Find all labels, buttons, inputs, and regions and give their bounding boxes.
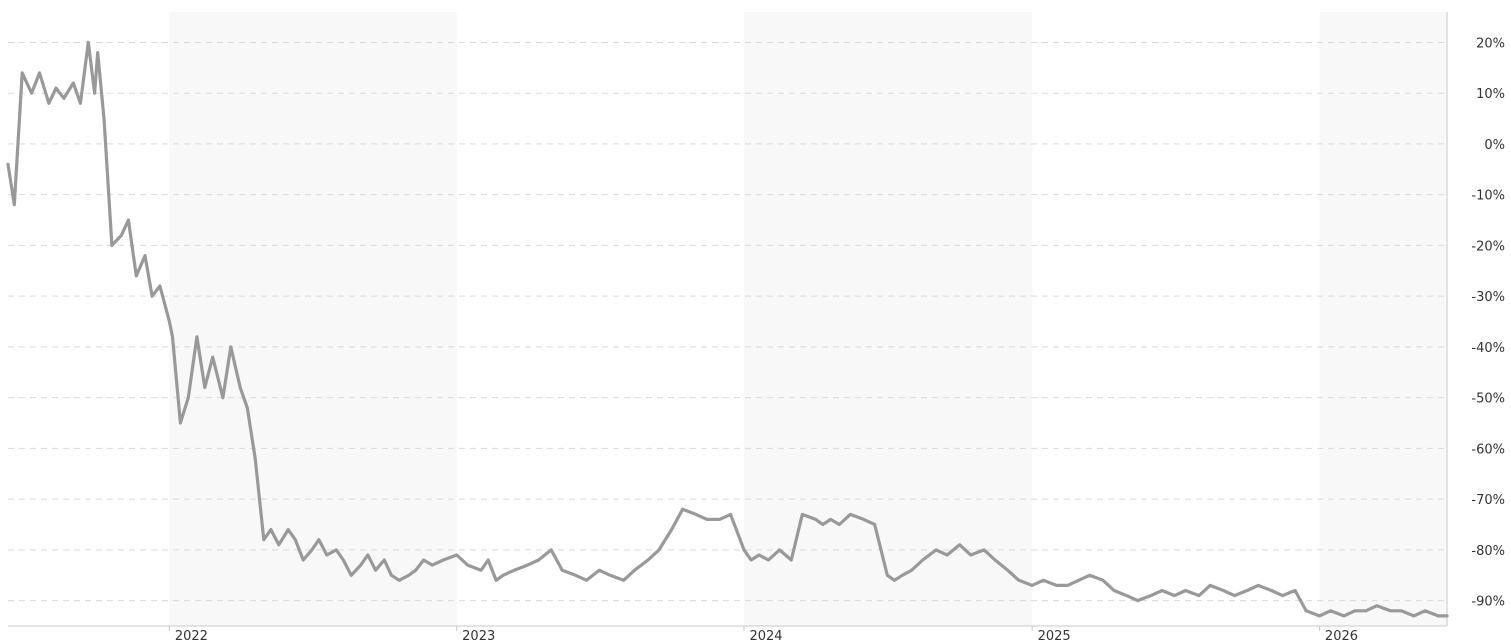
y-tick-label: -30% xyxy=(1471,290,1505,305)
series-group xyxy=(6,40,1449,618)
x-tick-label: 2025 xyxy=(1038,629,1071,642)
x-tick-label: 2026 xyxy=(1325,629,1358,642)
y-tick-label: 0% xyxy=(1484,138,1505,153)
x-tick-label: 2024 xyxy=(749,629,782,642)
y-tick-label: 20% xyxy=(1476,36,1505,51)
series-line-0 xyxy=(6,40,1449,618)
y-axis-ticks: 20% 10% 0% -10% -20% -30% -40% -50% -60% -70% -80%… xyxy=(1471,36,1505,609)
y-tick-label: -80% xyxy=(1471,544,1505,559)
x-axis-ticks: 2022 2023 2024 2025 2026 xyxy=(168,626,1358,642)
year-band-2022 xyxy=(169,12,457,626)
y-tick-label: -40% xyxy=(1471,341,1505,356)
y-tick-label: -10% xyxy=(1471,189,1505,204)
y-tick-label: -20% xyxy=(1471,239,1505,254)
year-bands xyxy=(169,12,1447,626)
year-band-2026 xyxy=(1319,12,1447,626)
y-tick-label: -70% xyxy=(1471,493,1505,508)
year-band-2024 xyxy=(744,12,1033,626)
y-tick-label: -50% xyxy=(1471,392,1505,407)
grid-lines xyxy=(8,41,1447,602)
y-tick-label: -60% xyxy=(1471,442,1505,457)
x-tick-label: 2022 xyxy=(175,629,208,642)
x-tick-label: 2023 xyxy=(462,629,495,642)
y-tick-label: -90% xyxy=(1471,595,1505,610)
y-tick-label: 10% xyxy=(1476,87,1505,102)
